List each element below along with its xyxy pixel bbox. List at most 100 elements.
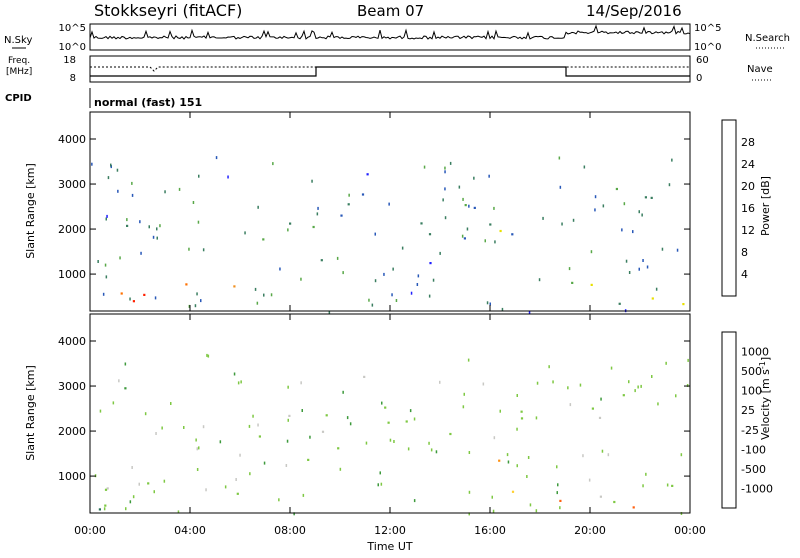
range-time-cell [106,214,108,218]
range-time-cell [104,504,107,507]
range-time-cell [535,416,538,420]
colorbar-tick-label: 8 [741,246,748,259]
range-time-cell [389,438,392,442]
range-time-cell [559,499,562,502]
colorbar-tick-label: 25 [741,404,755,417]
range-time-cell [526,475,528,478]
range-time-cell [491,495,493,499]
x-tick-label: 20:00 [574,524,606,537]
range-time-cell [641,213,643,217]
range-time-cell [240,380,242,384]
power-panel: 1000 2000 3000 4000 Slant Range [km] [24,111,691,314]
range-time-cell [349,422,352,426]
range-time-cell [347,203,350,206]
range-time-cell [632,506,635,509]
range-time-cell [528,310,531,314]
colorbar-tick-label: 24 [741,158,755,171]
range-time-cell [468,204,470,208]
range-time-cell [233,372,236,376]
range-time-cell [98,508,101,511]
range-time-cell [494,240,496,244]
range-time-cell [126,224,129,227]
range-time-cell [129,500,132,504]
range-time-cell [252,414,254,418]
beam-title: Beam 07 [357,2,424,20]
range-time-cell [423,165,426,169]
range-time-cell [428,441,430,445]
range-time-cell [164,190,166,194]
range-time-cell [336,256,339,260]
range-time-cell [516,394,518,397]
range-time-cell [516,427,518,431]
range-time-cell [680,453,683,457]
range-time-cell [590,250,593,254]
range-time-cell [449,161,452,165]
range-time-cell [556,491,558,495]
range-time-cell [198,174,200,178]
power-frame [89,111,691,312]
range-time-cell [156,236,158,240]
range-time-cell [462,197,464,201]
range-time-cell [131,181,133,185]
range-time-cell [144,412,147,416]
range-time-cell [498,459,501,462]
range-time-cell [198,446,200,450]
range-time-cell [263,461,266,465]
colorbar-tick-label: -100 [741,443,766,456]
range-time-cell [107,176,110,180]
range-time-cell [97,260,99,263]
range-time-cell [511,490,515,493]
range-time-cell [346,416,349,420]
y-tick-label: 3000 [58,178,86,191]
range-time-cell [363,375,366,378]
range-time-cell [105,217,107,221]
range-time-cell [129,297,131,301]
range-time-cell [661,247,664,251]
range-time-cell [170,402,172,405]
range-time-cell [466,227,469,231]
range-time-cell [227,175,229,179]
range-time-cell [300,381,302,385]
freq-nave-trace [90,66,690,77]
cpid-value: normal (fast) 151 [94,96,202,109]
colorbar-tick-label: 4 [741,268,748,281]
nave-tick-bottom: 0 [696,73,702,84]
range-time-cell [383,272,385,276]
nsky-label: N.Sky [4,35,32,46]
freq-tick-top: 18 [63,55,76,66]
colorbar-tick-label: 16 [741,202,755,215]
x-tick-label: 00:00 [674,524,706,537]
range-time-cell [594,208,596,212]
range-time-cell [548,365,550,369]
range-time-cell [401,246,404,250]
range-time-cell [120,292,123,295]
range-time-cell [219,440,222,444]
range-time-cell [185,283,188,286]
range-time-cell [110,163,112,167]
velocity-scatter [94,353,689,516]
range-time-cell [632,230,634,234]
range-time-cell [687,358,689,362]
range-time-cell [337,447,340,450]
range-time-cell [278,498,280,502]
colorbar-tick-label: 100 [741,385,762,398]
range-time-cell [618,302,621,305]
range-time-cell [610,366,613,370]
date-title: 14/Sep/2016 [586,2,682,20]
range-time-cell [511,233,514,236]
range-time-cell [342,390,344,394]
range-time-cell [622,394,625,397]
range-time-cell [638,267,640,271]
range-time-cell [473,176,475,180]
range-time-cell [429,262,432,265]
range-time-cell [558,156,561,160]
range-time-cell [328,310,331,314]
range-time-cell [484,239,486,243]
range-time-cell [279,267,281,271]
range-time-cell [126,218,128,222]
range-time-cell [613,500,616,504]
range-time-cell [140,251,142,255]
range-time-cell [192,201,195,204]
range-time-cell [317,206,319,210]
